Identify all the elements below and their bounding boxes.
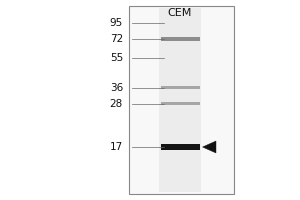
Polygon shape xyxy=(202,141,216,153)
Bar xyxy=(159,8,201,192)
Text: 17: 17 xyxy=(110,142,123,152)
Bar xyxy=(160,102,200,105)
Text: 55: 55 xyxy=(110,53,123,63)
Text: CEM: CEM xyxy=(168,8,192,18)
Text: 36: 36 xyxy=(110,83,123,93)
Bar xyxy=(160,144,200,150)
Bar xyxy=(160,86,200,89)
Bar xyxy=(129,6,234,194)
Text: 72: 72 xyxy=(110,34,123,44)
Text: 28: 28 xyxy=(110,99,123,109)
Bar xyxy=(160,37,200,41)
Text: 95: 95 xyxy=(110,18,123,28)
